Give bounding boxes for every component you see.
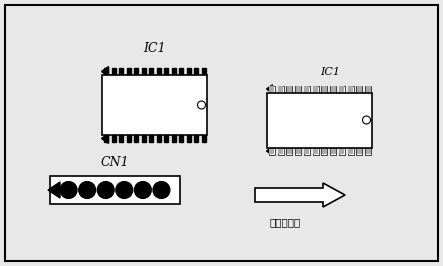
Bar [295, 148, 301, 154]
Bar [330, 86, 336, 92]
Circle shape [116, 182, 133, 198]
Bar [157, 135, 161, 142]
Bar [304, 148, 310, 154]
Text: CN1: CN1 [101, 156, 129, 169]
Bar [104, 68, 108, 75]
FancyArrow shape [255, 183, 345, 207]
Bar [330, 148, 336, 155]
Bar [348, 85, 354, 93]
Circle shape [60, 182, 77, 198]
Bar [322, 148, 327, 154]
Bar [339, 148, 345, 154]
Bar [330, 148, 336, 154]
Bar [304, 86, 310, 92]
Bar [149, 135, 153, 142]
Bar [339, 148, 345, 155]
Bar [171, 135, 176, 142]
Bar [313, 85, 319, 93]
Bar [313, 148, 318, 154]
Bar [295, 86, 301, 92]
Polygon shape [267, 147, 272, 155]
Text: IC1: IC1 [144, 41, 166, 55]
Bar [268, 93, 373, 148]
Circle shape [135, 182, 151, 198]
Bar [313, 148, 319, 155]
Text: 过波峰方向: 过波峰方向 [270, 217, 301, 227]
Bar [134, 135, 138, 142]
Bar [194, 68, 198, 75]
Bar [365, 86, 371, 92]
Bar [278, 148, 283, 154]
Bar [102, 75, 207, 135]
Polygon shape [101, 134, 109, 143]
Bar [365, 85, 371, 93]
Bar [278, 85, 284, 93]
Bar [348, 148, 354, 155]
Bar [112, 68, 116, 75]
Bar [142, 68, 146, 75]
Bar [269, 86, 274, 92]
Bar [287, 148, 292, 154]
Bar [287, 86, 292, 92]
Bar [304, 85, 310, 93]
Bar [348, 148, 353, 154]
Bar [278, 86, 283, 92]
Bar [187, 135, 191, 142]
Bar [119, 68, 123, 75]
Bar [295, 148, 301, 155]
Bar [322, 86, 327, 92]
Bar [365, 148, 371, 155]
Bar [313, 86, 318, 92]
Bar [194, 135, 198, 142]
Circle shape [97, 182, 114, 198]
Polygon shape [48, 182, 60, 198]
Bar [357, 148, 362, 154]
Bar [304, 148, 310, 155]
Bar [187, 68, 191, 75]
Bar [134, 68, 138, 75]
Bar [119, 135, 123, 142]
Bar [202, 68, 206, 75]
Bar [104, 135, 108, 142]
Bar [365, 148, 371, 154]
Bar [357, 86, 362, 92]
Bar [286, 148, 292, 155]
Bar [149, 68, 153, 75]
Circle shape [79, 182, 96, 198]
Bar [356, 148, 362, 155]
Bar [339, 85, 345, 93]
Bar [269, 148, 274, 154]
Bar [179, 135, 183, 142]
Bar [330, 85, 336, 93]
Bar [164, 135, 168, 142]
Bar [202, 135, 206, 142]
Text: IC1: IC1 [320, 67, 340, 77]
Bar [142, 135, 146, 142]
Bar [321, 85, 327, 93]
Bar [269, 148, 275, 155]
Bar [171, 68, 176, 75]
Bar [127, 68, 131, 75]
Bar [356, 85, 362, 93]
Polygon shape [267, 85, 272, 93]
Bar [112, 135, 116, 142]
Bar [321, 148, 327, 155]
Bar [157, 68, 161, 75]
Bar [164, 68, 168, 75]
Bar [286, 85, 292, 93]
Bar [278, 148, 284, 155]
Bar [127, 135, 131, 142]
Bar [50, 176, 180, 204]
Bar [269, 85, 275, 93]
Bar [339, 86, 345, 92]
Bar [179, 68, 183, 75]
Bar [348, 86, 353, 92]
Polygon shape [101, 66, 109, 76]
Bar [295, 85, 301, 93]
Circle shape [153, 182, 170, 198]
